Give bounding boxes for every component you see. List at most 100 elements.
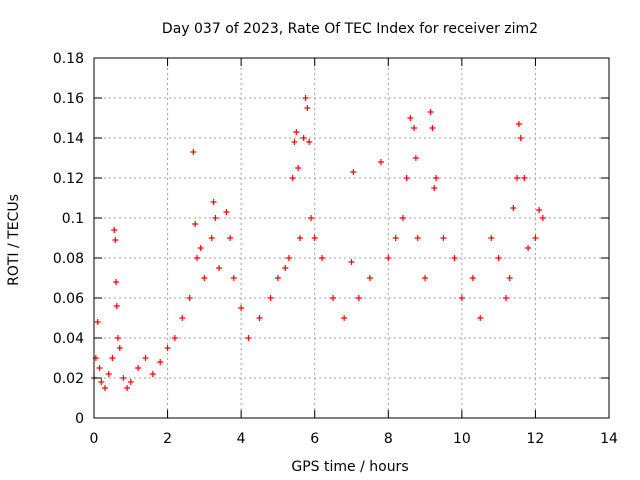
x-tick-label: 10 xyxy=(453,431,471,447)
data-point xyxy=(289,175,296,181)
data-point xyxy=(458,295,465,301)
x-tick-label: 12 xyxy=(527,431,545,447)
data-point xyxy=(111,227,118,233)
y-tick-label: 0.06 xyxy=(53,291,84,307)
x-tick-label: 2 xyxy=(163,431,172,447)
data-point xyxy=(230,275,237,281)
data-point xyxy=(105,371,112,377)
data-point xyxy=(127,379,134,385)
grid-lines xyxy=(94,58,609,418)
y-tick-label: 0.18 xyxy=(53,51,84,67)
data-point xyxy=(116,345,123,351)
data-point xyxy=(411,125,418,131)
data-point xyxy=(539,215,546,221)
data-point xyxy=(285,255,292,261)
data-point xyxy=(400,215,406,221)
y-axis-label: ROTI / TECUs xyxy=(6,194,22,286)
data-point xyxy=(293,129,300,135)
data-point xyxy=(521,175,528,181)
y-tick-label: 0.1 xyxy=(62,211,84,227)
data-point xyxy=(330,295,337,301)
data-point xyxy=(488,235,495,241)
data-point xyxy=(304,105,311,111)
data-point xyxy=(291,139,298,145)
data-point xyxy=(192,221,199,227)
data-point xyxy=(427,109,434,115)
y-tick-label: 0.02 xyxy=(53,371,84,387)
data-point xyxy=(171,335,178,341)
data-point xyxy=(300,135,307,141)
data-point xyxy=(197,245,204,251)
data-point xyxy=(109,355,116,361)
data-point xyxy=(114,335,121,341)
data-point xyxy=(135,365,142,371)
data-point xyxy=(440,235,447,241)
data-point xyxy=(525,245,532,251)
data-point xyxy=(311,235,318,241)
data-point xyxy=(267,295,274,301)
data-point xyxy=(256,315,263,321)
data-point xyxy=(433,175,440,181)
y-tick-label: 0.04 xyxy=(53,331,84,347)
data-point xyxy=(112,237,119,243)
data-point xyxy=(517,135,524,141)
data-point xyxy=(366,275,373,281)
chart-title: Day 037 of 2023, Rate Of TEC Index for r… xyxy=(162,21,538,37)
data-point xyxy=(212,215,219,221)
data-point xyxy=(223,209,230,215)
data-point xyxy=(412,155,419,161)
data-point xyxy=(308,215,315,221)
data-point xyxy=(297,235,303,241)
data-point xyxy=(414,235,421,241)
data-point xyxy=(503,295,509,301)
data-point xyxy=(238,305,245,311)
data-point xyxy=(451,255,458,261)
data-point xyxy=(377,159,384,165)
data-point xyxy=(302,95,309,101)
data-point xyxy=(210,199,217,205)
data-point xyxy=(392,235,399,241)
data-point xyxy=(227,235,234,241)
x-tick-label: 6 xyxy=(310,431,319,447)
data-point xyxy=(341,315,348,321)
data-point xyxy=(429,125,436,131)
x-tick-label: 8 xyxy=(384,431,393,447)
data-point xyxy=(102,385,109,391)
data-point xyxy=(274,275,281,281)
data-point xyxy=(385,255,392,261)
data-point xyxy=(149,371,156,377)
data-point xyxy=(282,265,289,271)
data-point xyxy=(186,295,193,301)
data-point xyxy=(515,121,522,127)
data-point xyxy=(96,365,103,371)
plot-frame xyxy=(93,57,610,419)
data-point xyxy=(348,259,355,265)
data-point xyxy=(422,275,429,281)
data-point xyxy=(164,345,171,351)
data-point xyxy=(355,295,362,301)
data-point xyxy=(190,149,197,155)
data-point xyxy=(94,319,101,325)
data-point xyxy=(113,303,120,309)
x-tick-labels: 0 2 4 6 8 10 12 14 xyxy=(90,431,618,447)
data-point xyxy=(306,139,313,145)
data-point xyxy=(431,185,438,191)
data-point xyxy=(201,275,208,281)
data-point xyxy=(120,375,127,381)
data-point xyxy=(208,235,215,241)
data-point xyxy=(407,115,414,121)
x-tick-label: 14 xyxy=(600,431,618,447)
tick-marks xyxy=(93,57,610,419)
y-tick-labels: 0 0.02 0.04 0.06 0.08 0.1 0.12 0.14 0.16 0.18 xyxy=(53,51,84,427)
data-point xyxy=(536,207,543,213)
data-point xyxy=(514,175,521,181)
data-point xyxy=(350,169,357,175)
data-point xyxy=(506,275,513,281)
x-tick-label: 4 xyxy=(237,431,246,447)
data-point xyxy=(98,379,105,385)
data-point xyxy=(216,265,223,271)
data-point xyxy=(295,165,302,171)
x-axis-label: GPS time / hours xyxy=(291,459,408,475)
data-point xyxy=(319,255,326,261)
data-point xyxy=(157,359,164,365)
